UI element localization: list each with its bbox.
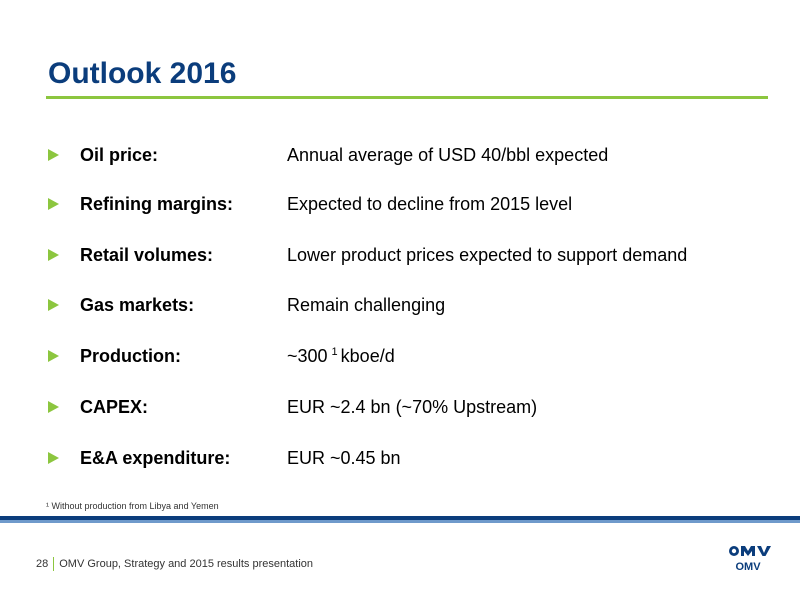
triangle-bullet-icon xyxy=(48,198,80,210)
item-value: Remain challenging xyxy=(287,295,446,315)
triangle-bullet-icon xyxy=(48,452,80,464)
item-value: EUR ~0.45 bn xyxy=(287,448,401,468)
footer-text: OMV Group, Strategy and 2015 results pre… xyxy=(59,558,314,570)
footnote: ¹ Without production from Libya and Yeme… xyxy=(46,501,219,511)
item-value: Lower product prices expected to support… xyxy=(287,245,688,265)
triangle-bullet-icon xyxy=(48,350,80,362)
list-item-ea-expenditure: E&A expenditure: EUR ~0.45 bn xyxy=(48,443,768,473)
list-item-retail-volumes: Retail volumes: Lower product prices exp… xyxy=(48,240,768,270)
item-label: Gas markets: xyxy=(80,295,195,315)
list-item-oil-price: Oil price: Annual average of USD 40/bbl … xyxy=(48,140,768,170)
slide-footer: 28 OMV Group, Strategy and 2015 results … xyxy=(36,556,313,572)
footer-band-dark xyxy=(0,516,800,520)
triangle-bullet-icon xyxy=(48,149,80,161)
item-label: E&A expenditure: xyxy=(80,448,231,468)
list-item-gas-markets: Gas markets: Remain challenging xyxy=(48,290,768,320)
item-label: Retail volumes: xyxy=(80,245,214,265)
production-amount: ~300 xyxy=(287,346,328,366)
list-item-production: Production: ~300 1 kboe/d xyxy=(48,341,768,371)
logo-wordmark: OMV xyxy=(735,561,761,573)
item-label: Refining margins: xyxy=(80,194,234,214)
item-value: ~300 1 kboe/d xyxy=(287,345,395,367)
triangle-bullet-icon xyxy=(48,299,80,311)
triangle-bullet-icon xyxy=(48,249,80,261)
footnote-marker: 1 xyxy=(331,346,338,358)
title-underline xyxy=(46,96,768,99)
item-label: Production: xyxy=(80,346,181,366)
footer-band-light xyxy=(0,520,800,523)
item-value: Annual average of USD 40/bbl expected xyxy=(287,145,609,165)
list-item-refining-margins: Refining margins: Expected to decline fr… xyxy=(48,189,768,219)
omv-logo: OMV xyxy=(729,546,771,573)
production-unit: kboe/d xyxy=(340,346,395,366)
item-value: Expected to decline from 2015 level xyxy=(287,194,573,214)
list-item-capex: CAPEX: EUR ~2.4 bn (~70% Upstream) xyxy=(48,392,768,422)
triangle-bullet-icon xyxy=(48,401,80,413)
footer-divider xyxy=(53,557,55,571)
item-value: EUR ~2.4 bn (~70% Upstream) xyxy=(287,397,538,417)
item-label: Oil price: xyxy=(80,145,159,165)
item-label: CAPEX: xyxy=(80,397,149,417)
page-number: 28 xyxy=(36,558,49,570)
slide-title: Outlook 2016 xyxy=(48,57,237,90)
